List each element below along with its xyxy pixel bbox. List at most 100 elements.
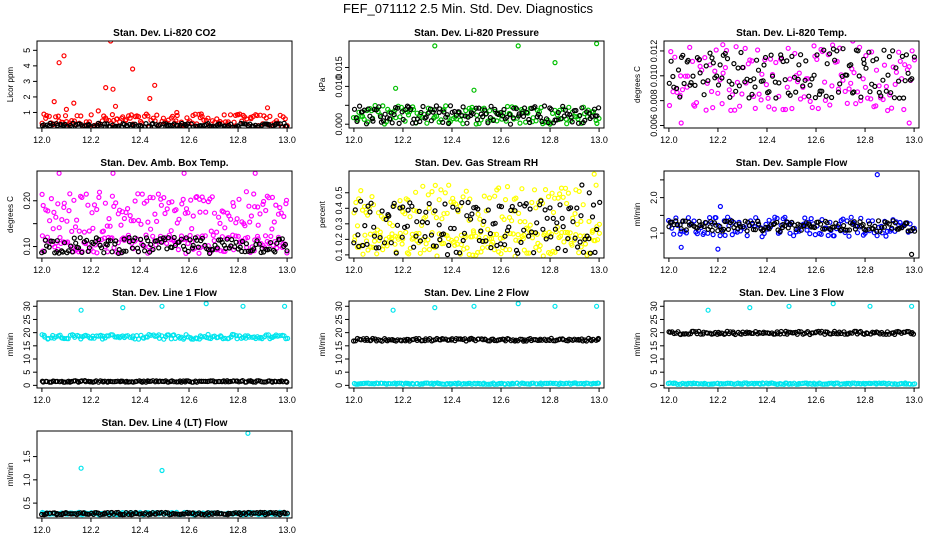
data-point bbox=[564, 121, 570, 127]
data-point bbox=[886, 53, 893, 60]
data-point bbox=[526, 250, 532, 256]
x-tick-label: 12.0 bbox=[345, 395, 363, 405]
data-point bbox=[118, 222, 124, 228]
data-point bbox=[136, 336, 142, 342]
data-point bbox=[722, 232, 728, 238]
data-point bbox=[729, 232, 735, 238]
data-point bbox=[388, 240, 394, 246]
panel-title: Stan. Dev. Amb. Box Temp. bbox=[100, 158, 228, 169]
data-point bbox=[488, 245, 494, 251]
data-point bbox=[414, 208, 420, 214]
data-point bbox=[442, 201, 448, 207]
data-point bbox=[374, 227, 381, 233]
data-point bbox=[593, 303, 600, 309]
data-point bbox=[68, 243, 74, 249]
data-point bbox=[687, 82, 693, 88]
data-point bbox=[405, 207, 411, 213]
data-point bbox=[51, 209, 57, 215]
data-point bbox=[787, 92, 793, 98]
x-tick-label: 12.6 bbox=[180, 265, 198, 275]
data-point bbox=[709, 55, 715, 61]
data-point bbox=[272, 249, 278, 255]
y-tick-label: 0.5 bbox=[334, 186, 344, 199]
data-point bbox=[883, 83, 890, 90]
data-point bbox=[818, 231, 824, 237]
data-point bbox=[210, 247, 216, 253]
data-point bbox=[765, 95, 771, 101]
data-point bbox=[886, 221, 892, 227]
series-2 bbox=[666, 328, 917, 338]
data-point bbox=[394, 222, 401, 228]
data-point bbox=[456, 109, 462, 115]
data-point bbox=[549, 190, 555, 196]
data-point bbox=[752, 84, 758, 90]
data-point bbox=[793, 89, 799, 95]
data-point bbox=[831, 57, 838, 63]
data-point bbox=[562, 107, 568, 113]
data-point bbox=[182, 210, 188, 216]
data-point bbox=[560, 224, 566, 230]
x-tick-label: 12.0 bbox=[345, 265, 363, 275]
data-point bbox=[668, 48, 674, 55]
y-tick-label: 0.000 bbox=[334, 113, 344, 136]
data-point bbox=[56, 225, 62, 231]
y-tick-label: 0.20 bbox=[22, 192, 32, 210]
data-point bbox=[185, 240, 191, 247]
data-point bbox=[67, 191, 73, 197]
data-point bbox=[175, 247, 181, 253]
data-point bbox=[512, 208, 518, 214]
data-point bbox=[905, 70, 911, 76]
data-point bbox=[680, 218, 686, 224]
data-point bbox=[674, 381, 681, 387]
data-point bbox=[862, 84, 869, 90]
data-point bbox=[726, 380, 732, 386]
data-point bbox=[397, 198, 403, 204]
data-point bbox=[671, 84, 677, 90]
data-point bbox=[511, 105, 517, 111]
data-point bbox=[906, 64, 912, 70]
data-point bbox=[461, 230, 468, 236]
data-point bbox=[135, 249, 141, 255]
data-point bbox=[827, 102, 833, 108]
data-point bbox=[841, 329, 847, 335]
data-point bbox=[121, 121, 127, 128]
data-point bbox=[498, 251, 504, 257]
data-point bbox=[789, 105, 795, 112]
x-tick-label: 12.4 bbox=[443, 265, 461, 275]
x-tick-label: 12.8 bbox=[229, 135, 247, 145]
data-point bbox=[820, 226, 826, 232]
plot-frame bbox=[36, 170, 293, 259]
data-point bbox=[207, 123, 213, 128]
x-tick-label: 12.2 bbox=[394, 395, 412, 405]
data-point bbox=[86, 228, 92, 234]
data-point bbox=[811, 224, 818, 231]
data-point bbox=[691, 218, 697, 224]
series-2 bbox=[666, 218, 918, 257]
data-point bbox=[720, 42, 726, 48]
series-1 bbox=[351, 301, 602, 387]
data-point bbox=[96, 237, 102, 243]
data-point bbox=[828, 94, 835, 101]
data-point bbox=[523, 201, 529, 207]
data-point bbox=[554, 220, 560, 226]
data-point bbox=[116, 123, 122, 128]
data-point bbox=[429, 230, 435, 236]
data-point bbox=[197, 209, 203, 215]
data-point bbox=[228, 216, 234, 222]
data-point bbox=[851, 219, 857, 225]
data-point bbox=[884, 228, 890, 234]
data-point bbox=[872, 223, 878, 229]
data-point bbox=[678, 120, 684, 126]
data-point bbox=[64, 239, 71, 245]
data-point bbox=[56, 60, 62, 66]
data-point bbox=[268, 509, 274, 516]
data-point bbox=[727, 94, 733, 100]
x-tick-label: 12.0 bbox=[33, 135, 51, 145]
data-point bbox=[556, 191, 563, 197]
data-point bbox=[540, 253, 546, 258]
x-tick-label: 12.4 bbox=[443, 135, 461, 145]
data-point bbox=[465, 199, 471, 206]
data-point bbox=[512, 253, 518, 258]
y-tick-label: 25 bbox=[334, 314, 344, 324]
panel-p2: Stan. Dev. Li-820 Pressure 12.0 12.2 12.4 12… bbox=[318, 28, 608, 145]
